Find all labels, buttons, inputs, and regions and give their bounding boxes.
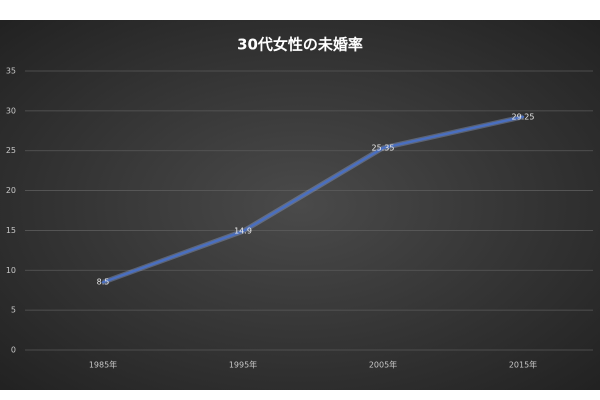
y-tick-label: 20 [6,186,16,195]
chart-title: 30代女性の未婚率 [237,36,363,54]
x-tick-label: 1995年 [229,360,257,370]
y-tick-label: 5 [11,306,16,315]
x-tick-label: 2005年 [369,360,397,370]
chart-background [0,20,600,390]
y-tick-label: 30 [6,106,16,115]
data-label: 14.9 [234,227,252,236]
y-tick-label: 35 [6,67,16,76]
x-tick-label: 2015年 [509,360,537,370]
x-tick-label: 1985年 [89,360,117,370]
y-tick-label: 25 [6,146,16,155]
y-tick-label: 15 [6,226,16,235]
y-tick-label: 0 [11,346,16,355]
line [101,115,525,284]
data-label: 8.5 [97,278,110,287]
y-tick-label: 10 [6,266,16,275]
data-label: 29.25 [512,112,535,121]
data-label: 25.35 [372,143,395,152]
